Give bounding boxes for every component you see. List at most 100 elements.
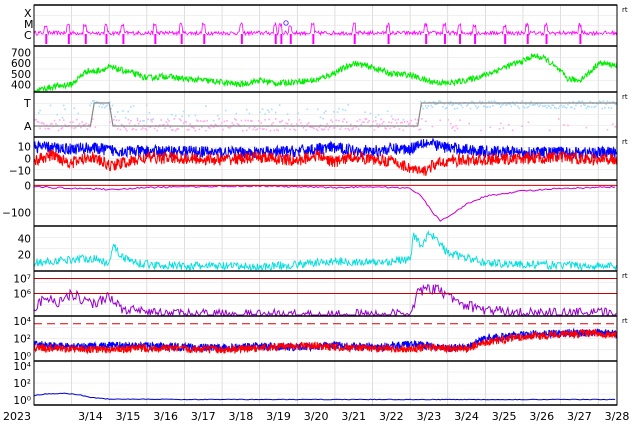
away-point	[236, 123, 239, 125]
away-point	[326, 123, 328, 125]
flare-event-bar	[459, 34, 462, 44]
away-point	[365, 118, 368, 120]
toward-point	[451, 104, 453, 107]
away-point	[136, 119, 139, 122]
toward-point	[62, 104, 65, 107]
away-point	[170, 129, 173, 131]
toward-point	[513, 102, 515, 105]
away-point	[73, 127, 76, 130]
away-point	[273, 129, 276, 132]
toward-point	[614, 103, 617, 106]
away-point	[263, 128, 265, 130]
toward-point	[205, 105, 207, 107]
away-point	[274, 118, 277, 120]
away-point	[355, 126, 357, 128]
toward-point	[424, 105, 427, 107]
away-point	[214, 123, 216, 126]
toward-point	[465, 104, 468, 107]
away-point	[397, 118, 399, 121]
away-point	[89, 125, 91, 128]
toward-point	[471, 100, 473, 103]
y-tick-label: 10⁴	[13, 316, 31, 328]
away-point	[91, 118, 94, 120]
toward-point	[494, 101, 497, 103]
toward-point	[434, 103, 436, 105]
flare-event-bar	[387, 34, 390, 44]
away-point	[295, 123, 298, 125]
toward-point	[438, 100, 440, 102]
y-tick-label: 10⁰	[13, 395, 31, 407]
toward-point	[267, 109, 269, 111]
away-point	[226, 120, 228, 122]
toward-point	[130, 106, 132, 108]
toward-point	[500, 106, 502, 108]
away-point	[194, 129, 197, 132]
away-point	[468, 122, 471, 125]
away-point	[334, 127, 336, 129]
panel-flares	[33, 20, 618, 44]
toward-point	[306, 108, 309, 111]
away-point	[34, 118, 36, 121]
away-point	[385, 127, 388, 130]
away-point	[228, 127, 231, 129]
flare-event-bar	[280, 34, 283, 44]
toward-point	[467, 103, 469, 106]
toward-point	[567, 103, 569, 106]
away-point	[260, 122, 263, 124]
away-point	[87, 123, 90, 126]
toward-point	[124, 117, 127, 119]
away-point	[147, 118, 149, 121]
y-tick-label: 10⁰	[13, 351, 31, 363]
toward-point	[565, 107, 568, 109]
panel-imf-bz	[33, 138, 618, 177]
away-point	[419, 128, 422, 131]
away-point	[374, 120, 377, 122]
y-tick-label: X	[24, 7, 32, 20]
away-point	[49, 123, 52, 125]
away-point	[372, 120, 374, 123]
toward-point	[432, 101, 435, 103]
toward-point	[143, 119, 145, 122]
toward-point	[101, 106, 103, 109]
y-tick-label: 10⁷	[13, 274, 31, 286]
series-line-Bz	[33, 149, 618, 177]
away-point	[368, 119, 370, 122]
away-point	[349, 123, 352, 126]
away-point	[324, 126, 327, 128]
toward-point	[141, 119, 144, 122]
toward-point	[136, 117, 139, 120]
x-tick-label: 3/16	[153, 410, 178, 423]
away-point	[364, 118, 367, 120]
x-tick-label: 3/27	[567, 410, 592, 423]
toward-point	[546, 106, 548, 109]
away-point	[318, 126, 320, 128]
away-point	[172, 129, 174, 131]
toward-point	[419, 100, 422, 103]
away-point	[218, 118, 220, 120]
away-point	[396, 122, 398, 124]
toward-point	[492, 105, 494, 107]
toward-point	[475, 105, 477, 107]
x-tick-label: 3/17	[191, 410, 216, 423]
away-point	[193, 127, 195, 129]
toward-point	[606, 100, 609, 102]
y-tick-label: M	[24, 18, 34, 31]
flare-event-bar	[122, 34, 125, 44]
away-point	[168, 120, 170, 122]
x-tick-label: 3/15	[116, 410, 141, 423]
toward-point	[588, 105, 590, 108]
toward-point	[235, 112, 238, 115]
away-point	[139, 120, 141, 123]
toward-point	[585, 107, 588, 110]
toward-point	[73, 107, 76, 110]
away-point	[356, 120, 359, 123]
away-point	[123, 126, 126, 129]
y-tick-label: 10⁴	[13, 361, 31, 373]
y-tick-label: −100	[2, 207, 31, 219]
away-point	[313, 127, 315, 130]
away-point	[177, 128, 180, 130]
away-point	[256, 128, 259, 130]
toward-point	[601, 107, 603, 110]
away-point	[455, 125, 457, 127]
away-point	[345, 121, 348, 123]
